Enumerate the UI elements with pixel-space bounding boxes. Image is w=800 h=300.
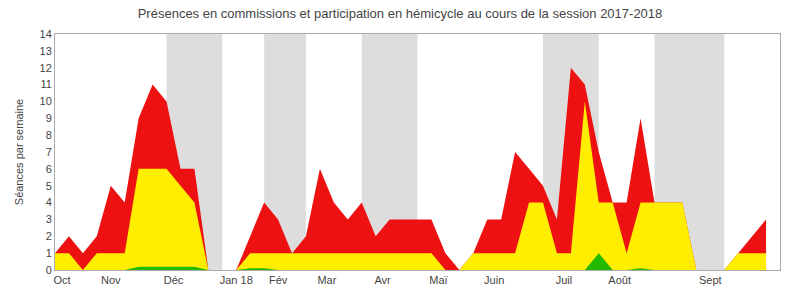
svg-text:9: 9 (46, 112, 52, 124)
svg-text:Sept: Sept (699, 274, 722, 286)
svg-text:12: 12 (40, 62, 52, 74)
svg-text:4: 4 (46, 196, 52, 208)
svg-text:8: 8 (46, 129, 52, 141)
svg-text:Nov: Nov (101, 274, 121, 286)
svg-text:Oct: Oct (53, 274, 70, 286)
svg-text:14: 14 (40, 28, 52, 40)
svg-text:5: 5 (46, 180, 52, 192)
svg-text:13: 13 (40, 45, 52, 57)
svg-text:Jan 18: Jan 18 (220, 274, 253, 286)
svg-text:Mar: Mar (317, 274, 336, 286)
svg-text:2: 2 (46, 230, 52, 242)
svg-text:1: 1 (46, 247, 52, 259)
svg-text:Juil: Juil (556, 274, 573, 286)
svg-text:Séances par semaine: Séances par semaine (13, 99, 25, 205)
svg-text:6: 6 (46, 163, 52, 175)
svg-text:Déc: Déc (164, 274, 184, 286)
svg-text:Avr: Avr (374, 274, 391, 286)
svg-text:Fév: Fév (269, 274, 288, 286)
svg-text:Août: Août (608, 274, 631, 286)
svg-text:11: 11 (40, 78, 51, 90)
svg-text:Juin: Juin (484, 274, 504, 286)
svg-text:10: 10 (40, 95, 52, 107)
svg-text:3: 3 (46, 213, 52, 225)
svg-text:7: 7 (46, 146, 52, 158)
svg-text:Maï: Maï (429, 274, 448, 286)
svg-text:0: 0 (46, 264, 52, 276)
svg-text:Présences en commissions et pa: Présences en commissions et participatio… (138, 6, 663, 21)
